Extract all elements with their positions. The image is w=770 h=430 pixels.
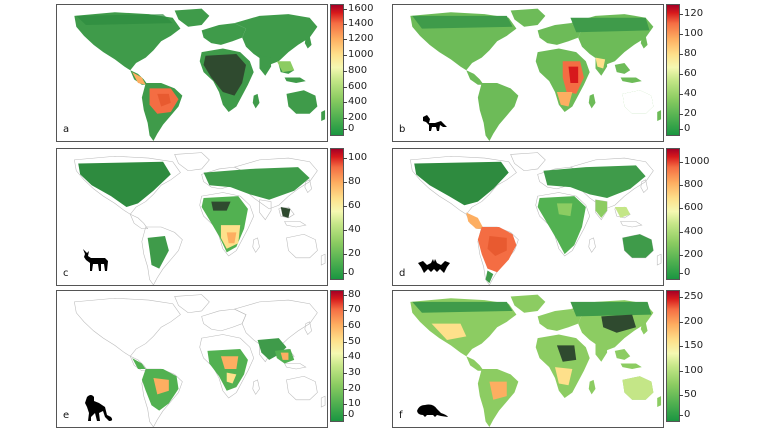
colorbar-tick-label: 100: [678, 28, 704, 39]
colorbar-tick-label: 400: [342, 96, 368, 108]
map-frame-d: d: [392, 148, 664, 286]
colorbar-tick-label: 20: [343, 382, 361, 394]
colorbar-tick-label: 80: [343, 289, 361, 300]
colorbar-tick-label: 200: [678, 315, 704, 327]
colorbar-tick-label: 40: [343, 351, 361, 363]
colorbar-tick-label: 0: [678, 409, 691, 420]
colorbar-tick-label: 50: [679, 389, 697, 401]
colorbar-tick-label: 800: [678, 179, 704, 191]
colorbar-tick-label: 1600: [342, 3, 374, 14]
colorbar-d: [666, 148, 680, 280]
map-frame-b: b: [392, 4, 664, 142]
colorbar-tick-label: 0: [342, 267, 355, 278]
rodent-silhouette-icon: [417, 404, 448, 417]
world-map-d: [393, 149, 663, 285]
colorbar-tick-label: 60: [679, 68, 697, 79]
colorbar-tick-label: 0: [342, 409, 355, 420]
colorbar-tick-label: 1200: [342, 33, 374, 45]
colorbar-tick-label: 60: [343, 320, 361, 332]
colorbar-tick-label: 250: [678, 291, 704, 303]
colorbar-tick-label: 100: [342, 151, 368, 163]
panel-letter-c: c: [63, 268, 69, 279]
colorbar-c: [330, 148, 344, 280]
colorbar-tick-label: 150: [678, 340, 704, 352]
map-frame-f: f: [392, 290, 664, 428]
colorbar-tick-label: 30: [343, 367, 361, 378]
panel-letter-e: e: [63, 410, 70, 421]
panel-letter-a: a: [63, 124, 70, 135]
colorbar-e: [330, 290, 344, 422]
bat-silhouette-icon: [418, 259, 450, 273]
world-map-b: [410, 8, 662, 141]
colorbar-tick-label: 0: [678, 267, 691, 278]
colorbar-tick-label: 10: [343, 398, 361, 410]
map-frame-a: a: [56, 4, 328, 142]
colorbar-tick-label: 80: [679, 48, 697, 59]
colorbar-tick-label: 0: [678, 123, 691, 134]
colorbar-tick-label: 0: [342, 123, 355, 134]
panel-letter-d: d: [399, 268, 406, 279]
fox-silhouette-icon: [423, 115, 447, 131]
colorbar-tick-label: 20: [679, 108, 697, 119]
colorbar-tick-label: 600: [342, 80, 368, 92]
goat-silhouette-icon: [83, 249, 108, 271]
colorbar-tick-label: 400: [678, 225, 704, 237]
colorbar-tick-label: 1400: [342, 17, 374, 29]
monkey-silhouette-icon: [85, 395, 113, 421]
panel-letter-b: b: [399, 124, 406, 135]
colorbar-f: [666, 290, 680, 422]
world-map-a: [74, 8, 326, 141]
colorbar-tick-label: 200: [342, 112, 368, 124]
colorbar-tick-label: 120: [678, 8, 704, 19]
colorbar-tick-label: 600: [678, 202, 704, 214]
world-map-f: [410, 294, 662, 427]
map-frame-c: c: [56, 148, 328, 286]
colorbar-tick-label: 50: [343, 335, 361, 347]
colorbar-a: [330, 4, 344, 136]
colorbar-tick-label: 60: [343, 199, 361, 211]
colorbar-tick-label: 40: [343, 223, 361, 235]
colorbar-tick-label: 1000: [678, 155, 710, 167]
colorbar-tick-label: 100: [678, 364, 704, 376]
world-map-c: [57, 149, 327, 285]
colorbar-tick-label: 1000: [342, 49, 374, 61]
colorbar-tick-label: 800: [342, 64, 368, 76]
colorbar-tick-label: 70: [343, 304, 361, 316]
colorbar-tick-label: 40: [679, 88, 697, 99]
colorbar-tick-label: 80: [343, 175, 361, 187]
panel-letter-f: f: [399, 410, 403, 421]
colorbar-b: [666, 4, 680, 136]
colorbar-tick-label: 20: [343, 247, 361, 259]
colorbar-tick-label: 200: [678, 248, 704, 260]
map-frame-e: e: [56, 290, 328, 428]
world-map-e: [57, 291, 327, 427]
